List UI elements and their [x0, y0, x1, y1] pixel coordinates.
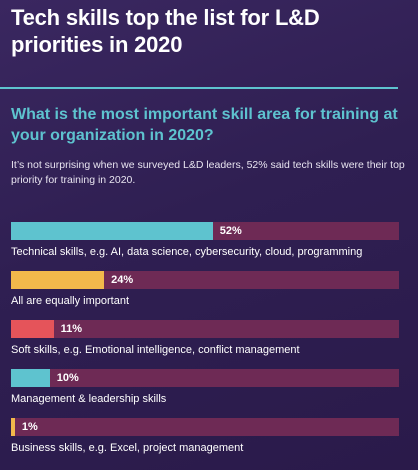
title-divider — [0, 87, 398, 89]
bar-value-label: 10% — [56, 372, 79, 384]
bar — [11, 271, 105, 289]
bar-value-label: 24% — [111, 274, 134, 286]
intro-text: It’s not surprising when we surveyed L&D… — [11, 159, 405, 186]
bar-value-label: 52% — [219, 225, 242, 237]
bar-category-label: Management & leadership skills — [11, 393, 167, 405]
bar-track: 24% — [11, 271, 399, 289]
bar — [11, 320, 54, 338]
bar — [11, 369, 50, 387]
bar-category-label: Business skills, e.g. Excel, project man… — [11, 442, 244, 454]
bar-category-label: All are equally important — [11, 295, 130, 307]
bar-track: 1% — [11, 418, 399, 436]
bar-value-label: 11% — [60, 323, 83, 335]
bar-category-label: Technical skills, e.g. AI, data science,… — [11, 246, 363, 258]
bar-track: 11% — [11, 320, 399, 338]
bar-track: 10% — [11, 369, 399, 387]
bar — [11, 418, 15, 436]
bar-value-label: 1% — [21, 421, 38, 433]
page-title: Tech skills top the list for L&D priorit… — [11, 5, 320, 57]
chart-question: What is the most important skill area fo… — [11, 106, 398, 144]
bar-track: 52% — [11, 222, 399, 240]
bar — [11, 222, 213, 240]
bar-category-label: Soft skills, e.g. Emotional intelligence… — [11, 344, 300, 356]
